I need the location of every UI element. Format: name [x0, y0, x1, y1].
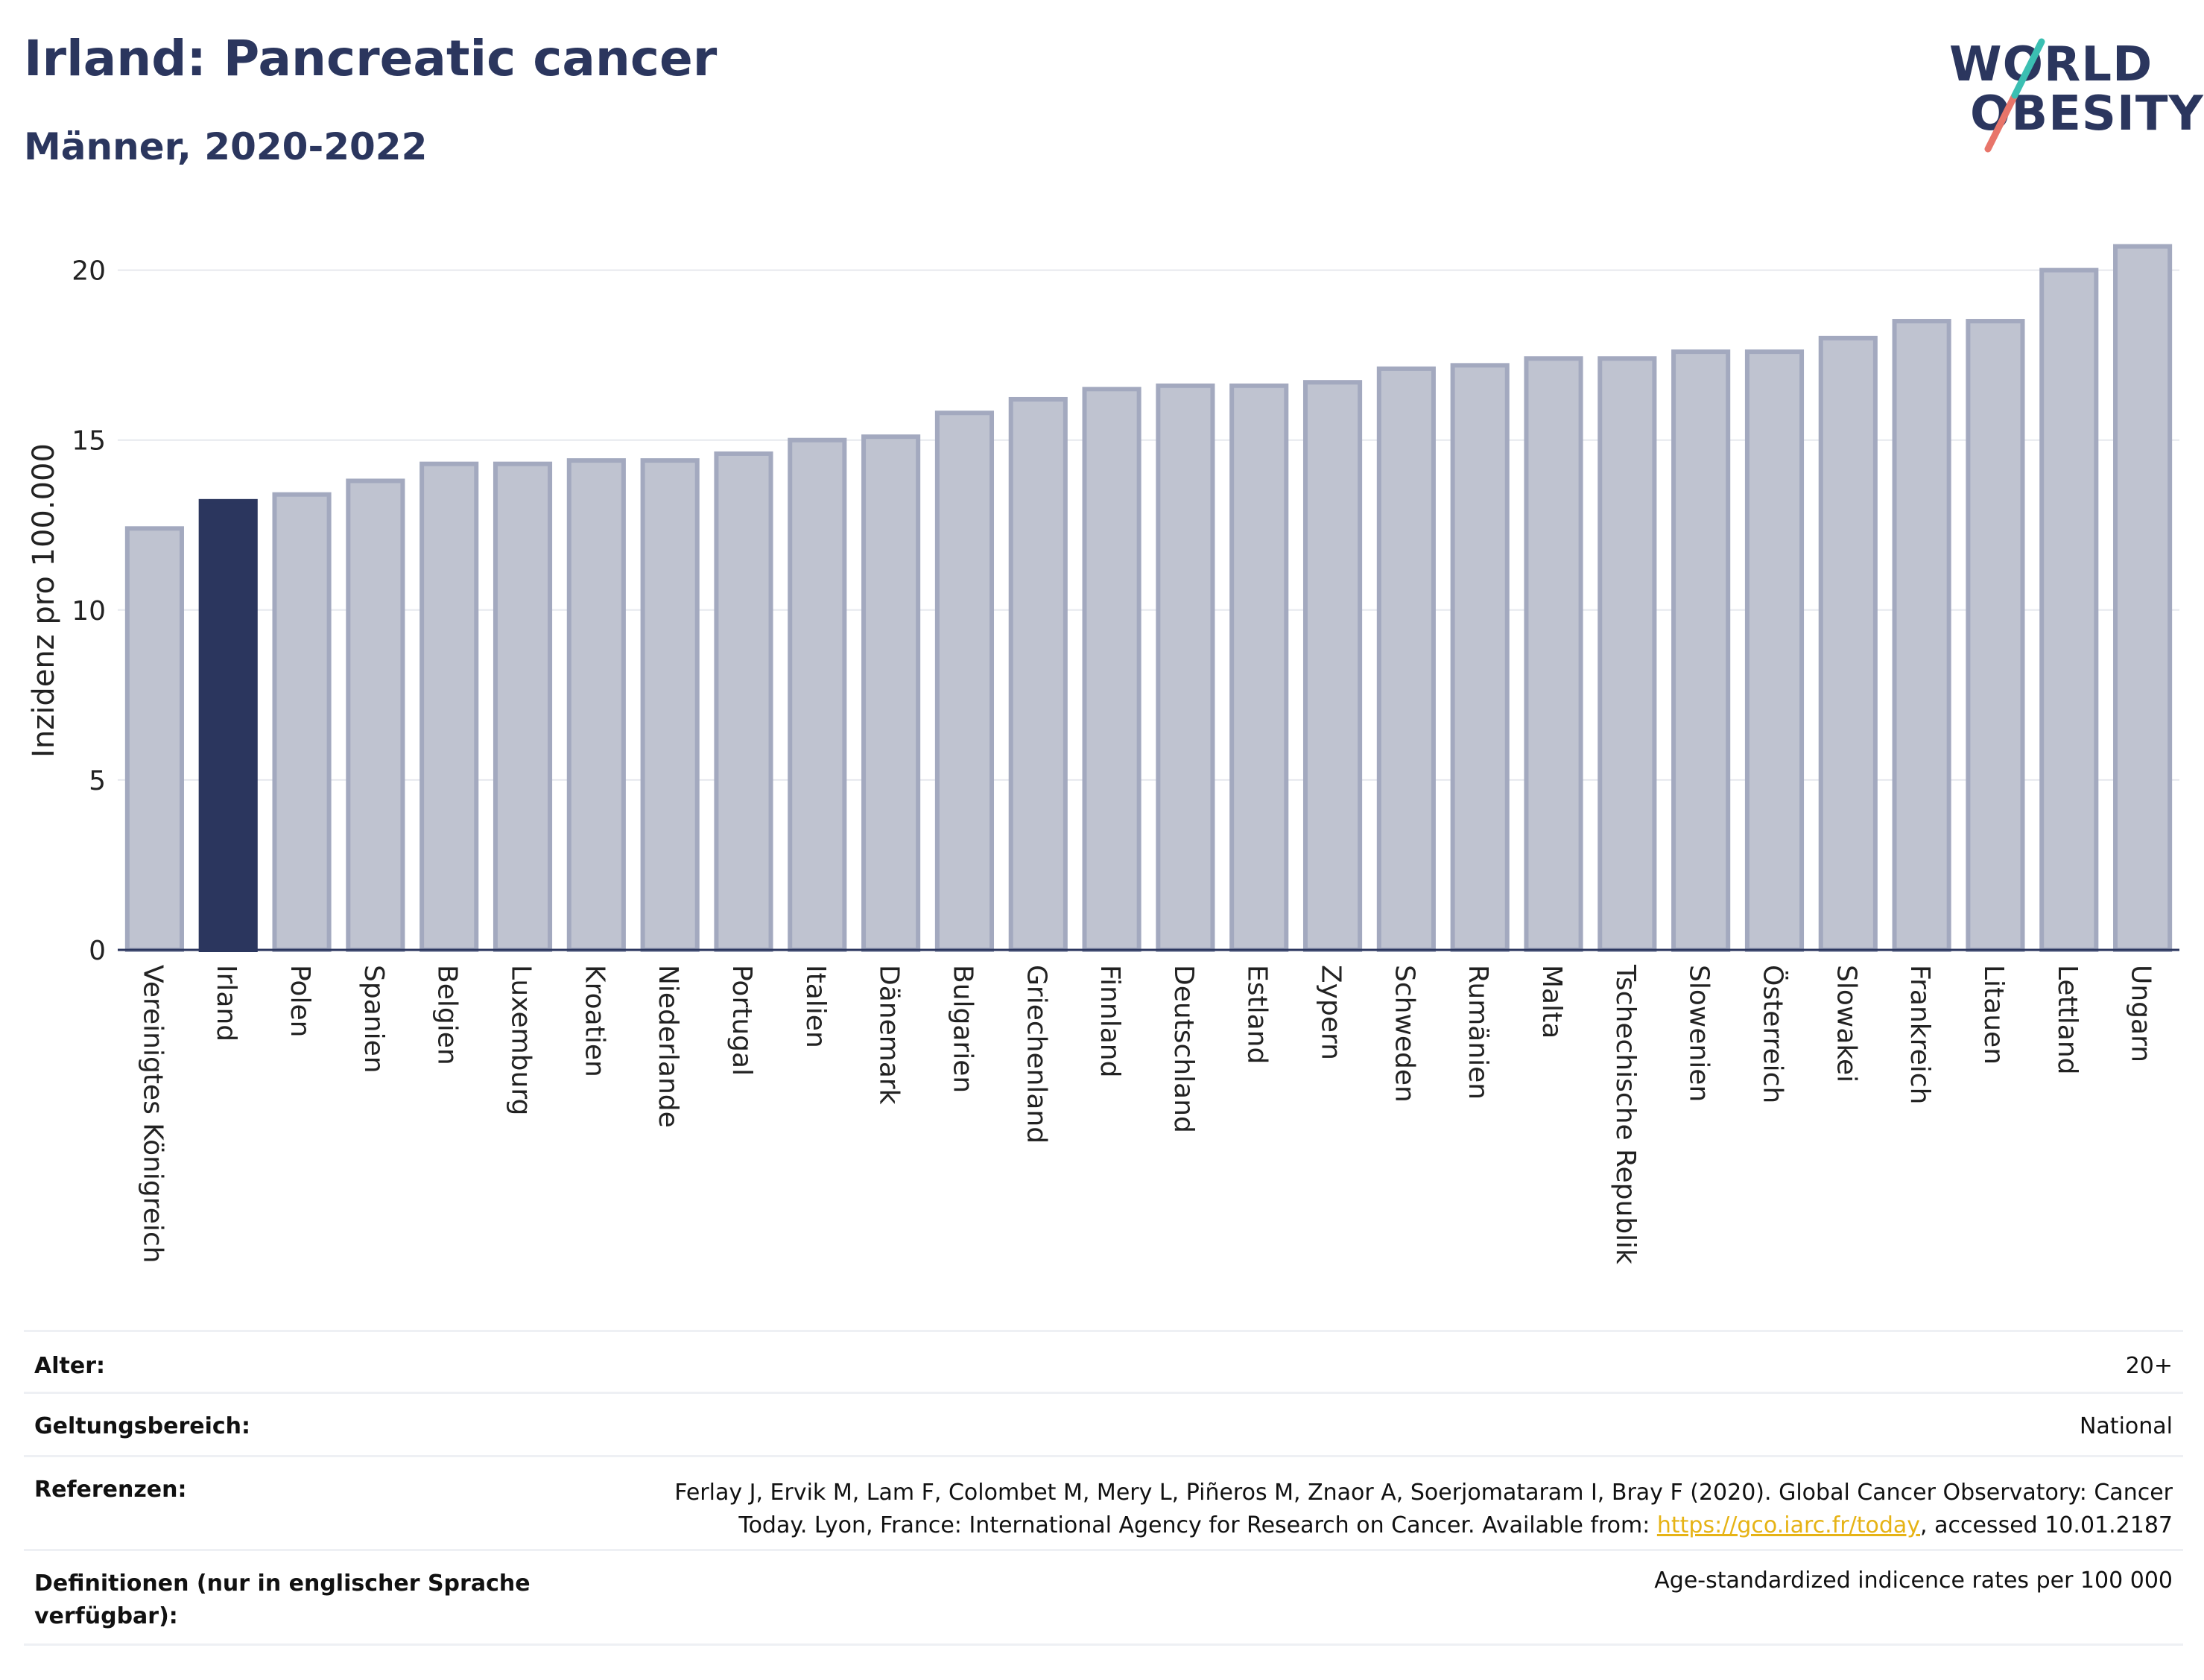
x-tick-label: Kroatien	[579, 965, 609, 1077]
bar	[861, 434, 921, 952]
y-tick-label: 20	[72, 256, 106, 287]
meta-row-scope: Geltungsbereich: National	[24, 1392, 2183, 1455]
bar	[640, 458, 700, 953]
meta-scope-label: Geltungsbereich:	[34, 1413, 251, 1439]
world-obesity-logo: WORLD OBESITY	[1937, 22, 2203, 156]
bar	[346, 478, 405, 952]
bar	[1744, 349, 1805, 953]
bar-chart: 0 5 10 15 20 Inzidenz pro 100.000 Vereinigtes …	[27, 244, 2179, 1264]
meta-age-label: Alter:	[34, 1353, 105, 1379]
metadata-table: Alter: 20+ Geltungsbereich: National Ref…	[24, 1330, 2183, 1646]
x-tick-label: Rumänien	[1463, 965, 1493, 1100]
bar	[419, 461, 479, 952]
meta-def-label: Definitionen (nur in englischer Sprache …	[34, 1568, 531, 1633]
x-tick-label: Griechenland	[1021, 965, 1051, 1144]
chart-subtitle: Männer, 2020-2022	[24, 125, 428, 168]
meta-def-label-2: verfügbar):	[34, 1603, 178, 1629]
x-tick-label: Slowenien	[1684, 965, 1714, 1102]
x-tick-label: Malta	[1536, 965, 1567, 1039]
bar	[1302, 380, 1363, 952]
x-tick-label: Finnland	[1095, 965, 1125, 1077]
bar	[788, 437, 847, 952]
x-tick-label: Zypern	[1316, 965, 1346, 1060]
x-tick-label: Spanien	[358, 965, 389, 1074]
meta-row-age: Alter: 20+	[24, 1330, 2183, 1392]
bar	[566, 458, 626, 953]
meta-def-label-1: Definitionen (nur in englischer Sprache	[34, 1570, 531, 1597]
bar	[1966, 319, 2025, 953]
bar	[714, 451, 773, 952]
bar	[1524, 356, 1583, 952]
meta-ref-text-2: Today. Lyon, France: International Agenc…	[738, 1512, 1657, 1538]
bar	[1818, 335, 1878, 953]
meta-def-value: Age-standardized indicence rates per 100…	[1654, 1568, 2173, 1594]
x-tick-label: Schweden	[1389, 965, 1419, 1103]
x-tick-label: Vereinigtes Königreich	[137, 965, 168, 1264]
bar	[1008, 396, 1068, 952]
x-tick-label: Belgien	[432, 965, 463, 1065]
y-axis-title: Inzidenz pro 100.000	[27, 443, 61, 758]
x-tick-label: Irland	[211, 965, 241, 1042]
x-tick-label: Frankreich	[1904, 965, 1935, 1104]
x-tick-label: Ungarn	[2126, 965, 2156, 1062]
reference-link[interactable]: https://gco.iarc.fr/today	[1656, 1512, 1921, 1538]
bar	[1229, 383, 1289, 952]
logo-slash-icon	[1984, 38, 2045, 153]
x-tick-label: Lettland	[2052, 965, 2083, 1075]
y-tick-label: 5	[89, 766, 106, 796]
x-tick-label: Slowakei	[1831, 965, 1861, 1083]
bar	[934, 411, 995, 952]
bar	[1450, 363, 1510, 953]
bar	[124, 526, 184, 953]
bar	[1597, 356, 1657, 952]
meta-ref-text-3: , accessed 10.01.2187	[1920, 1512, 2173, 1538]
meta-row-definitions: Definitionen (nur in englischer Sprache …	[24, 1549, 2183, 1646]
meta-ref-label: Referenzen:	[34, 1477, 187, 1503]
chart-title: Irland: Pancreatic cancer	[24, 30, 718, 87]
meta-age-value: 20+	[2125, 1353, 2173, 1379]
bar	[1376, 366, 1436, 952]
x-tick-label: Litauen	[1978, 965, 2009, 1065]
bar	[1892, 319, 1951, 953]
bar	[1671, 349, 1731, 953]
x-tick-label: Polen	[285, 965, 315, 1037]
x-tick-label: Estland	[1242, 965, 1273, 1064]
y-tick-label: 15	[72, 426, 106, 457]
x-tick-label: Tschechische Republik	[1610, 964, 1641, 1264]
meta-ref-value: Ferlay J, Ervik M, Lam F, Colombet M, Me…	[674, 1477, 2173, 1542]
x-tick-label: Luxemburg	[506, 965, 536, 1115]
bar	[272, 492, 332, 952]
x-tick-label: Bulgarien	[947, 965, 978, 1093]
bar	[198, 498, 258, 953]
x-tick-label: Dänemark	[874, 965, 905, 1105]
bar	[1082, 387, 1141, 952]
bar	[2039, 267, 2099, 953]
y-tick-label: 10	[72, 596, 106, 627]
meta-row-references: Referenzen: Ferlay J, Ervik M, Lam F, Co…	[24, 1455, 2183, 1549]
x-tick-label: Österreich	[1757, 965, 1788, 1103]
y-tick-label: 0	[89, 936, 106, 966]
meta-ref-text-1: Ferlay J, Ervik M, Lam F, Colombet M, Me…	[674, 1480, 2173, 1506]
bar	[2113, 244, 2173, 952]
x-tick-label: Portugal	[726, 965, 757, 1076]
meta-scope-value: National	[2079, 1413, 2173, 1439]
bar	[1156, 383, 1215, 952]
logo-line-1: WORLD	[1949, 37, 2153, 92]
bar	[493, 461, 553, 952]
x-tick-label: Deutschland	[1168, 965, 1199, 1133]
x-tick-label: Niederlande	[653, 965, 683, 1128]
x-tick-label: Italien	[800, 965, 831, 1048]
